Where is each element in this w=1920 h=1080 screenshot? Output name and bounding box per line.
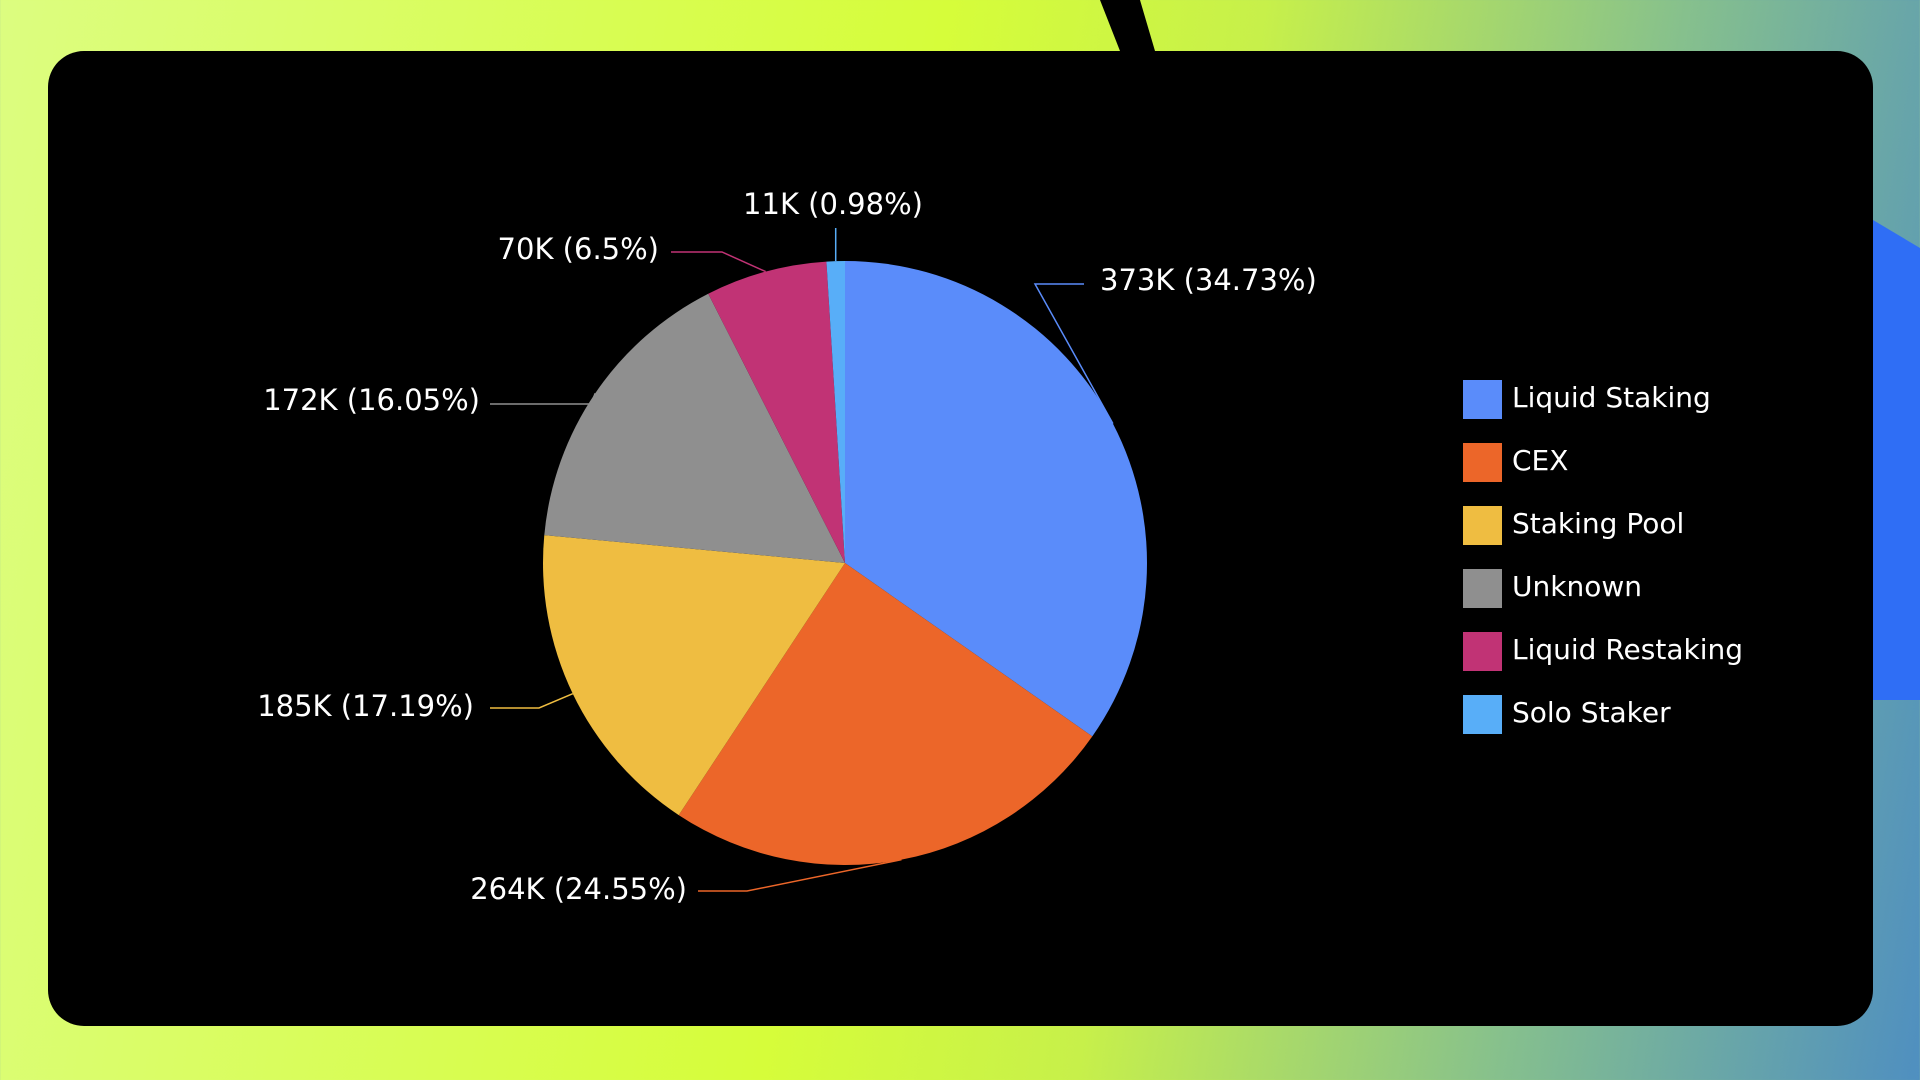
legend-label: Solo Staker (1512, 696, 1671, 729)
pie-slice (543, 535, 845, 816)
leader-line (490, 393, 596, 405)
leader-line (698, 858, 902, 892)
leader-line (490, 693, 574, 709)
legend-label: Unknown (1512, 570, 1642, 603)
legend-swatch (1463, 632, 1502, 671)
legend-label: Liquid Restaking (1512, 633, 1743, 666)
data-label: 185K (17.19%) (257, 689, 474, 723)
leader-line (1033, 283, 1114, 424)
legend-swatch (1463, 506, 1502, 545)
data-label: 70K (6.5%) (498, 232, 659, 266)
data-label: 373K (34.73%) (1100, 263, 1317, 297)
data-label: 11K (0.98%) (743, 187, 923, 221)
leader-line (671, 251, 766, 273)
pie-slice (708, 261, 845, 563)
legend-swatch (1463, 695, 1502, 734)
pie-slice (826, 261, 845, 563)
plot: 373K (34.73%) 264K (24.55%) 185K (17.19%) 1… (257, 187, 1743, 906)
legend-swatch (1463, 569, 1502, 608)
pie-slice (678, 563, 1093, 865)
decor (1100, 0, 1155, 51)
legend-swatch (1463, 443, 1502, 482)
pie-slice (845, 261, 1147, 737)
legend-label: Liquid Staking (1512, 381, 1711, 414)
legend-label: CEX (1512, 444, 1568, 477)
data-label: 264K (24.55%) (470, 872, 687, 906)
decor (1873, 220, 1920, 700)
pie-slice (544, 293, 845, 563)
legend-label: Staking Pool (1512, 507, 1684, 540)
data-label: 172K (16.05%) (263, 383, 480, 417)
legend-swatch (1463, 380, 1502, 419)
